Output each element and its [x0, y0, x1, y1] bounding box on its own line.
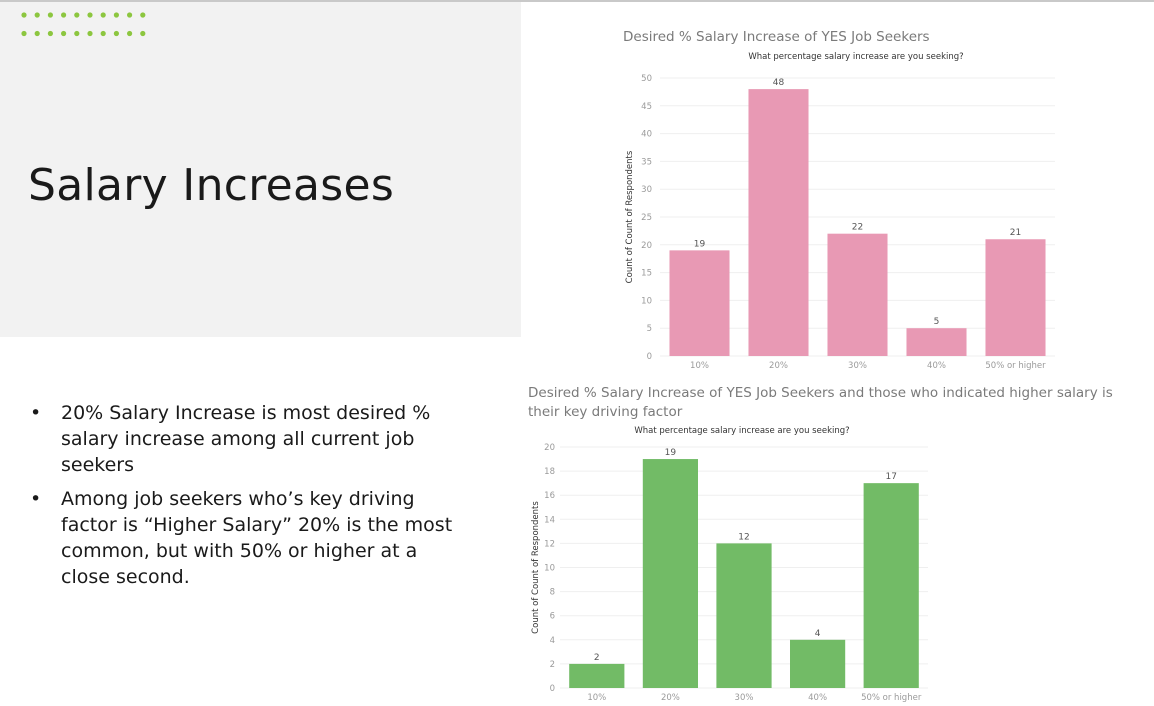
- y-tick-label: 12: [544, 539, 555, 549]
- bullet-marker: •: [30, 402, 42, 424]
- y-tick-label: 8: [550, 588, 555, 598]
- accent-dot: [87, 12, 93, 18]
- y-tick-label: 2: [550, 660, 555, 670]
- bullet-marker: •: [30, 488, 42, 510]
- decorative-dot-grid: [21, 12, 146, 37]
- accent-dot: [127, 12, 133, 18]
- chart-2-title: Desired % Salary Increase of YES Job See…: [528, 385, 1113, 420]
- chart-2: What percentage salary increase are you …: [531, 426, 928, 703]
- data-label: 4: [815, 629, 821, 639]
- bar: [790, 639, 846, 688]
- chart-subtitle: What percentage salary increase are you …: [748, 52, 963, 62]
- y-axis-label: Count of Count of Respondents: [531, 501, 541, 634]
- slide-title: Salary Increases: [28, 160, 395, 211]
- accent-dot: [21, 12, 27, 18]
- x-tick-label: 30%: [848, 361, 867, 371]
- bullet-text: 20% Salary Increase is most desired % sa…: [61, 402, 431, 476]
- data-label: 2: [594, 653, 600, 663]
- x-tick-label: 20%: [769, 361, 788, 371]
- y-tick-label: 50: [641, 74, 652, 84]
- accent-dot: [74, 12, 80, 18]
- y-tick-label: 25: [641, 213, 652, 223]
- accent-dot: [100, 30, 106, 37]
- accent-dot: [113, 12, 119, 18]
- x-tick-label: 40%: [808, 693, 827, 703]
- bullet-text: Among job seekers who’s key driving fact…: [61, 488, 453, 588]
- bar: [716, 543, 772, 688]
- bar: [906, 328, 967, 356]
- chart-1: What percentage salary increase are you …: [625, 52, 1055, 371]
- bullet-item: • 20% Salary Increase is most desired % …: [30, 400, 470, 478]
- accent-dot: [127, 30, 133, 37]
- data-label: 21: [1010, 228, 1021, 238]
- accent-dot: [113, 30, 119, 37]
- data-label: 17: [885, 472, 896, 482]
- bar: [669, 250, 730, 356]
- title-panel: Salary Increases: [0, 2, 521, 337]
- accent-dot: [21, 30, 27, 37]
- x-tick-label: 20%: [661, 693, 680, 703]
- bar: [748, 89, 809, 356]
- y-tick-label: 4: [550, 636, 555, 646]
- bullet-list: • 20% Salary Increase is most desired % …: [30, 400, 470, 598]
- data-label: 19: [694, 239, 706, 249]
- x-tick-label: 50% or higher: [985, 361, 1046, 371]
- accent-dot: [61, 30, 67, 37]
- y-tick-label: 15: [641, 269, 652, 279]
- y-axis-label: Count of Count of Respondents: [625, 150, 635, 283]
- chart-subtitle: What percentage salary increase are you …: [634, 426, 849, 436]
- x-tick-label: 10%: [587, 693, 606, 703]
- y-tick-label: 10: [544, 564, 555, 574]
- accent-dot: [87, 30, 93, 37]
- y-tick-label: 18: [544, 467, 555, 477]
- y-tick-label: 35: [641, 157, 652, 167]
- x-tick-label: 30%: [735, 693, 754, 703]
- accent-dot: [140, 12, 146, 18]
- bar: [863, 483, 919, 688]
- x-tick-label: 40%: [927, 361, 946, 371]
- y-tick-label: 40: [641, 130, 652, 140]
- data-label: 48: [773, 78, 785, 88]
- bar: [569, 663, 625, 688]
- data-label: 12: [738, 532, 749, 542]
- bar: [827, 233, 888, 356]
- data-label: 22: [852, 223, 863, 233]
- y-tick-label: 10: [641, 296, 652, 306]
- y-tick-label: 30: [641, 185, 652, 195]
- y-tick-label: 20: [641, 241, 652, 251]
- bullet-item: • Among job seekers who’s key driving fa…: [30, 486, 470, 590]
- y-tick-label: 5: [647, 324, 652, 334]
- bar: [985, 239, 1046, 356]
- accent-dot: [34, 12, 40, 18]
- chart-1-title: Desired % Salary Increase of YES Job See…: [623, 29, 930, 45]
- y-tick-label: 0: [550, 684, 555, 694]
- accent-dot: [140, 30, 146, 37]
- y-tick-label: 6: [550, 612, 555, 622]
- y-tick-label: 14: [544, 515, 555, 525]
- accent-dot: [61, 12, 67, 18]
- top-rule: [0, 0, 1154, 2]
- accent-dot: [34, 30, 40, 37]
- y-tick-label: 16: [544, 491, 555, 501]
- data-label: 5: [934, 317, 940, 327]
- y-tick-label: 45: [641, 102, 652, 112]
- accent-dot: [47, 12, 53, 18]
- bar: [642, 459, 698, 688]
- x-tick-label: 10%: [690, 361, 709, 371]
- data-label: 19: [665, 448, 677, 458]
- y-tick-label: 0: [647, 352, 652, 362]
- x-tick-label: 50% or higher: [861, 693, 922, 703]
- accent-dot: [74, 30, 80, 37]
- accent-dot: [100, 12, 106, 18]
- y-tick-label: 20: [544, 443, 555, 453]
- accent-dot: [47, 30, 53, 37]
